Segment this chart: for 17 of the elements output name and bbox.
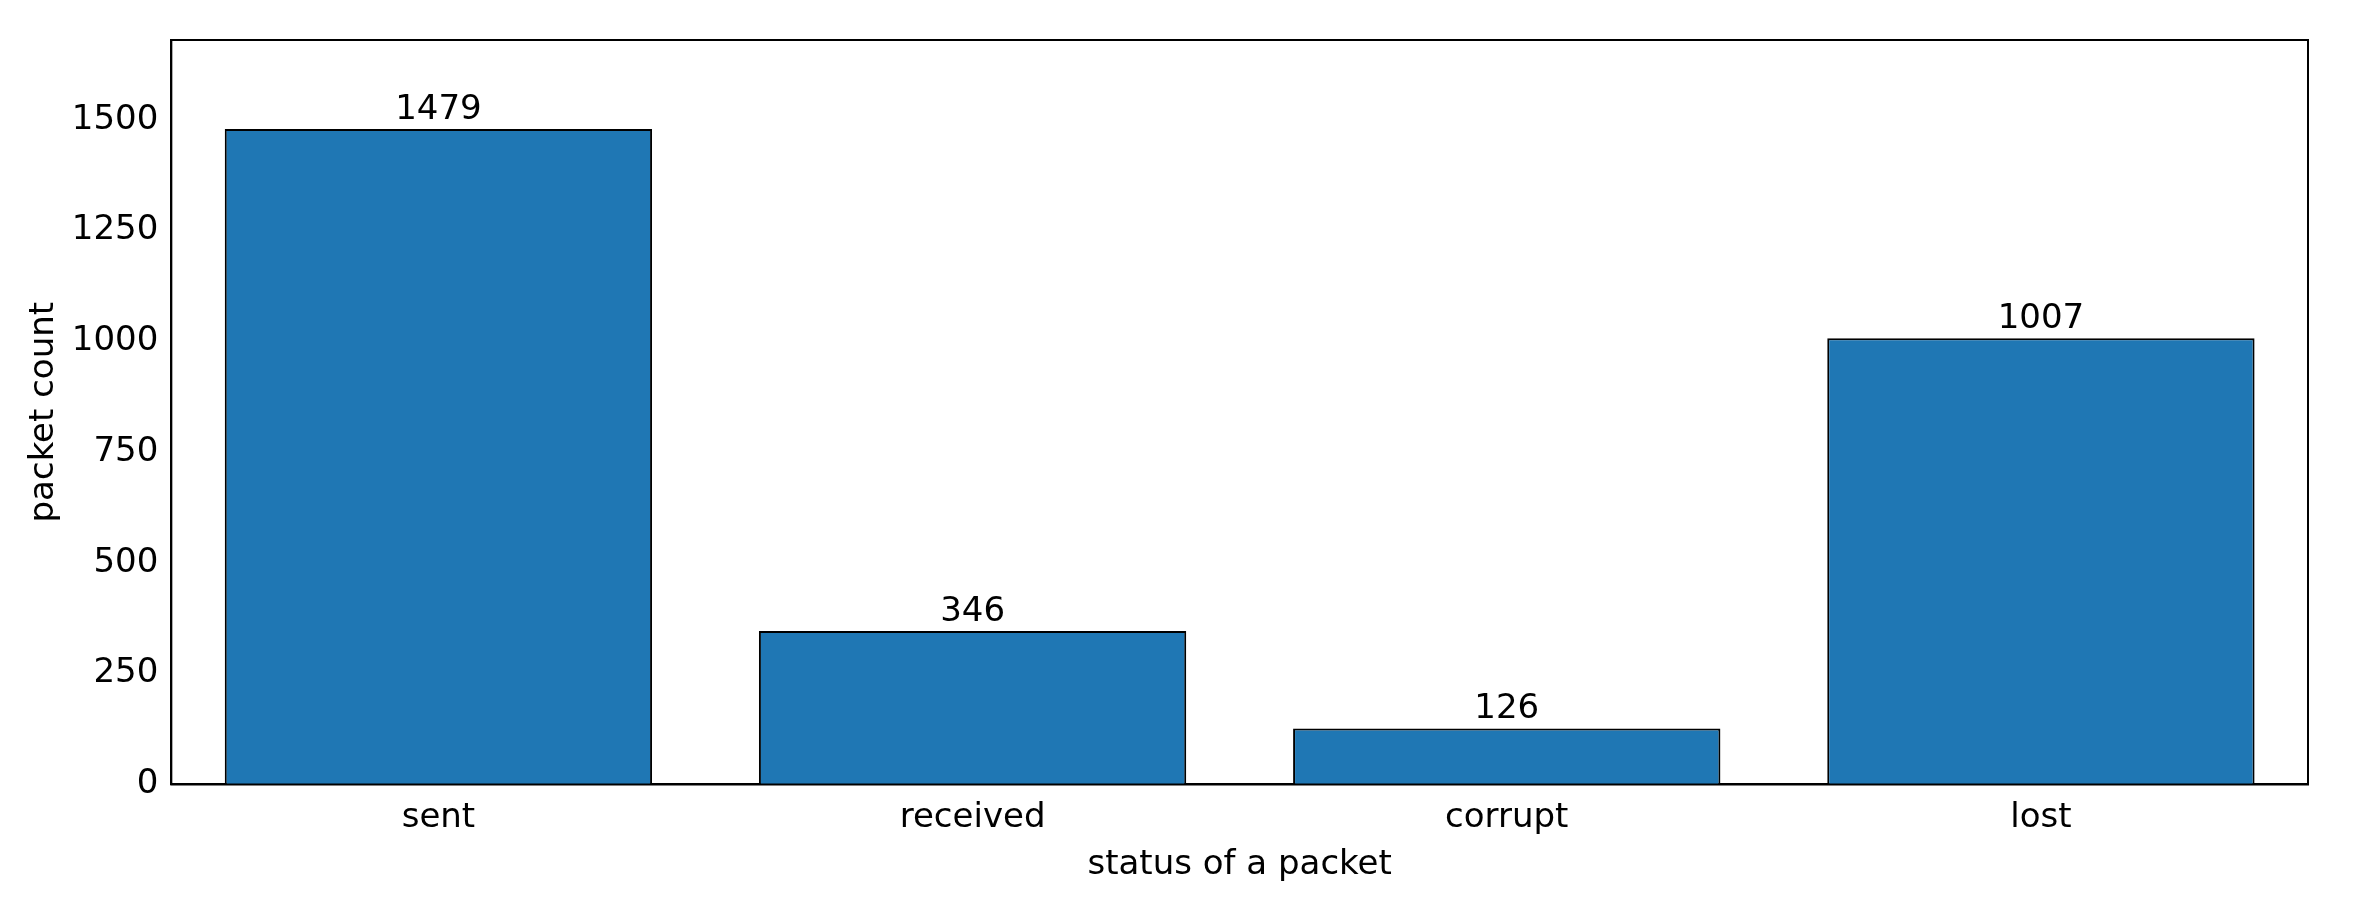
x-tick-label: received xyxy=(899,794,1046,835)
x-axis-title: status of a packet xyxy=(1087,842,1392,883)
y-tick-label: 500 xyxy=(93,539,159,580)
y-tick-label: 1250 xyxy=(71,207,159,248)
y-tick-label: 0 xyxy=(136,761,159,802)
y-tick-label: 250 xyxy=(93,650,159,691)
y-tick-label: 750 xyxy=(93,428,159,469)
y-tick-label: 1000 xyxy=(71,318,159,359)
data-label: 1479 xyxy=(395,86,482,127)
y-axis-title: packet count xyxy=(21,301,62,523)
x-tick-label: corrupt xyxy=(1445,794,1569,835)
y-tick-label: 1500 xyxy=(71,96,159,137)
x-tick-label: lost xyxy=(2010,794,2072,835)
data-label: 126 xyxy=(1474,686,1540,727)
data-label: 1007 xyxy=(1997,296,2085,337)
x-tick-label: sent xyxy=(401,794,476,835)
data-label: 346 xyxy=(940,588,1006,629)
